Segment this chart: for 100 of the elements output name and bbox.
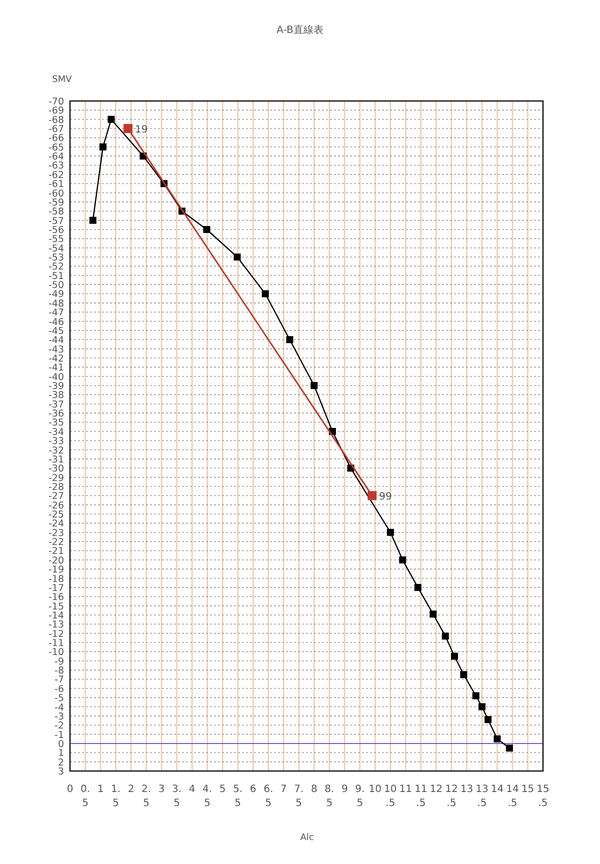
x-tick-label: 0. 5 (80, 784, 90, 809)
point (451, 652, 458, 660)
x-tick-label: 0 (66, 784, 74, 795)
y-tick-label: -62 (48, 170, 64, 181)
y-tick-label: -9 (54, 656, 64, 668)
y-tick-label: -28 (48, 482, 64, 493)
y-tick-label: -37 (48, 399, 64, 410)
y-tick-label: -16 (48, 592, 64, 604)
y-tick-label: -27 (48, 491, 64, 502)
point (442, 632, 449, 640)
y-tick-label: -42 (48, 353, 64, 364)
point (286, 336, 294, 344)
chart-title: A-B直線表 (276, 24, 324, 36)
y-tick-label: -15 (48, 601, 64, 612)
x-tick-label: 4. 5 (202, 784, 212, 809)
y-tick-label: -36 (48, 408, 64, 420)
x-tick-label: 4 (188, 784, 196, 795)
y-tick-label: -67 (48, 124, 64, 136)
x-tick-label: 5 (219, 784, 226, 795)
y-tick-label: -48 (48, 298, 64, 310)
y-tick-label: 0 (58, 738, 64, 750)
y-tick-label: -29 (48, 472, 64, 484)
point (399, 556, 406, 564)
y-tick-label: -70 (48, 96, 64, 108)
y-tick-label: -21 (48, 546, 64, 558)
y-tick-label: -61 (48, 179, 64, 190)
y-tick-label: -39 (48, 381, 64, 392)
x-tick-label: 2. 5 (142, 784, 152, 809)
x-tick-label: 13 (460, 784, 474, 795)
point (494, 735, 501, 742)
y-tick-label: -22 (48, 537, 64, 548)
x-tick-label: 7 (280, 784, 287, 795)
y-tick-label: -18 (48, 574, 64, 585)
y-tick-label: -3 (54, 711, 64, 722)
y-tick-label: -10 (48, 647, 64, 658)
y-tick-label: -14 (48, 610, 64, 622)
point (203, 226, 210, 233)
y-tick-label: -35 (48, 418, 64, 429)
x-tick-label: 12 (430, 784, 443, 795)
x-tick-label: 14 (490, 784, 504, 795)
x-tick-label: 14 .5 (506, 784, 519, 809)
y-tick-label: -49 (48, 289, 64, 300)
y-tick-label: 1 (58, 748, 64, 760)
y-tick-label: 2 (58, 757, 64, 768)
y-tick-label: -60 (48, 188, 64, 200)
y-tick-label: -7 (54, 674, 64, 686)
y-tick-label: -20 (48, 555, 64, 566)
x-tick-label: 6 (250, 784, 256, 795)
y-tick-label: -4 (54, 702, 64, 714)
x-tick-label: 9 (341, 784, 348, 795)
y-tick-label: -63 (48, 160, 64, 172)
y-tick-label: -45 (48, 326, 64, 337)
y-tick-label: -47 (48, 308, 64, 319)
y-tick-label: -58 (48, 206, 64, 218)
y-tick-label: -24 (48, 518, 64, 530)
x-tick-label: 3 (158, 784, 165, 795)
y-tick-label: -59 (48, 197, 64, 208)
y-tick-label: -44 (48, 335, 64, 346)
y-tick-label: -65 (48, 142, 64, 154)
y-tick-label: -1 (54, 730, 64, 741)
x-tick-label: 1. 5 (111, 784, 121, 809)
y-tick-label: -52 (48, 262, 64, 273)
y-tick-label: -13 (48, 620, 64, 631)
x-tick-label: 3. 5 (172, 784, 182, 809)
y-tick-label: -55 (48, 234, 64, 246)
y-tick-label: -54 (48, 243, 64, 254)
y-tick-label: -17 (48, 582, 64, 594)
point (89, 216, 96, 224)
point (430, 610, 437, 618)
y-tick-label: -34 (48, 426, 64, 438)
annotation: 99 (379, 492, 392, 503)
x-tick-label: 12 .5 (445, 784, 458, 809)
y-tick-label: -8 (54, 666, 64, 677)
x-tick-label: 7. 5 (294, 784, 304, 809)
point (99, 143, 106, 150)
point (123, 124, 132, 134)
point (506, 744, 513, 752)
y-tick-label: -6 (54, 684, 64, 695)
y-tick-label: -38 (48, 390, 64, 402)
y-tick-label: -40 (48, 372, 64, 383)
y-tick-label: -69 (48, 106, 64, 117)
y-axis-title: SMV (52, 75, 73, 85)
point (472, 692, 480, 700)
y-tick-label: -30 (48, 464, 64, 475)
y-tick-label: -23 (48, 528, 64, 539)
point (262, 290, 269, 298)
x-tick-label: 15 .5 (536, 784, 550, 809)
x-tick-label: 8 (310, 784, 318, 795)
x-tick-label: 2 (128, 784, 134, 795)
y-tick-label: -12 (48, 628, 64, 640)
y-tick-label: -43 (48, 344, 64, 356)
y-tick-label: -32 (48, 445, 64, 456)
y-tick-label: -33 (48, 436, 64, 448)
y-tick-label: -11 (48, 638, 64, 650)
x-tick-label: 13 .5 (476, 784, 488, 809)
x-tick-label: 10 (368, 784, 382, 795)
x-tick-label: 11 .5 (414, 784, 428, 809)
y-tick-label: -66 (48, 133, 64, 144)
x-axis-title: Alc (300, 833, 314, 843)
x-tick-label: 6. 5 (264, 784, 274, 809)
